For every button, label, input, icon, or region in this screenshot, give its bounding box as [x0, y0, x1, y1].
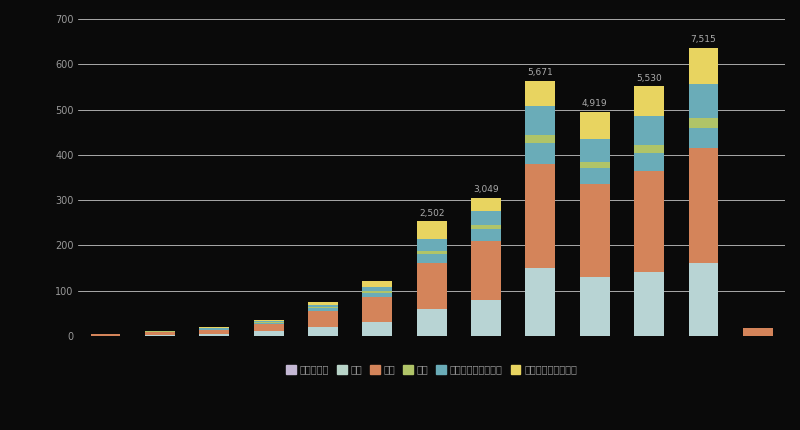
Bar [580, 162, 610, 169]
Bar [308, 302, 338, 305]
Text: 5,530: 5,530 [636, 74, 662, 83]
Bar [308, 307, 338, 308]
Text: 7,515: 7,515 [690, 35, 716, 44]
Text: 4,919: 4,919 [582, 99, 607, 108]
Bar [199, 329, 230, 330]
Bar [417, 309, 446, 336]
Bar [362, 282, 392, 287]
Bar [634, 171, 664, 273]
Bar [580, 139, 610, 162]
Bar [689, 148, 718, 264]
Bar [362, 293, 392, 297]
Text: 2,502: 2,502 [419, 209, 445, 218]
Bar [580, 112, 610, 139]
Bar [362, 297, 392, 322]
Bar [689, 128, 718, 148]
Bar [417, 240, 446, 251]
Bar [199, 327, 230, 328]
Bar [689, 47, 718, 84]
Bar [308, 327, 338, 336]
Bar [254, 323, 283, 325]
Bar [254, 325, 283, 331]
Bar [471, 241, 501, 300]
Bar [145, 332, 175, 335]
Bar [471, 225, 501, 230]
Bar [254, 321, 283, 322]
Bar [580, 277, 610, 336]
Bar [526, 144, 555, 164]
Bar [634, 273, 664, 336]
Bar [199, 328, 230, 329]
Bar [471, 230, 501, 241]
Bar [417, 221, 446, 240]
Legend: その他地域, 米州, 欧州, 日本, アジア（日本除く）, 超国家・政府機関等: その他地域, 米州, 欧州, 日本, アジア（日本除く）, 超国家・政府機関等 [282, 361, 581, 378]
Bar [526, 268, 555, 336]
Bar [417, 254, 446, 264]
Text: 5,671: 5,671 [527, 68, 554, 77]
Bar [417, 251, 446, 254]
Bar [580, 184, 610, 277]
Bar [689, 84, 718, 118]
Bar [90, 335, 121, 336]
Bar [308, 305, 338, 307]
Bar [471, 300, 501, 336]
Bar [254, 322, 283, 323]
Bar [362, 287, 392, 291]
Bar [254, 331, 283, 336]
Bar [634, 116, 664, 145]
Bar [526, 81, 555, 106]
Bar [526, 135, 555, 144]
Bar [580, 169, 610, 184]
Bar [199, 335, 230, 336]
Bar [471, 198, 501, 211]
Bar [634, 145, 664, 154]
Bar [308, 308, 338, 311]
Bar [689, 264, 718, 336]
Bar [743, 328, 773, 336]
Bar [362, 291, 392, 293]
Bar [308, 311, 338, 327]
Bar [689, 118, 718, 128]
Bar [417, 264, 446, 309]
Bar [145, 335, 175, 336]
Bar [634, 154, 664, 171]
Bar [254, 320, 283, 321]
Bar [526, 106, 555, 135]
Bar [362, 322, 392, 336]
Bar [199, 330, 230, 335]
Text: 3,049: 3,049 [474, 185, 499, 194]
Bar [634, 86, 664, 116]
Bar [526, 164, 555, 268]
Bar [471, 211, 501, 225]
